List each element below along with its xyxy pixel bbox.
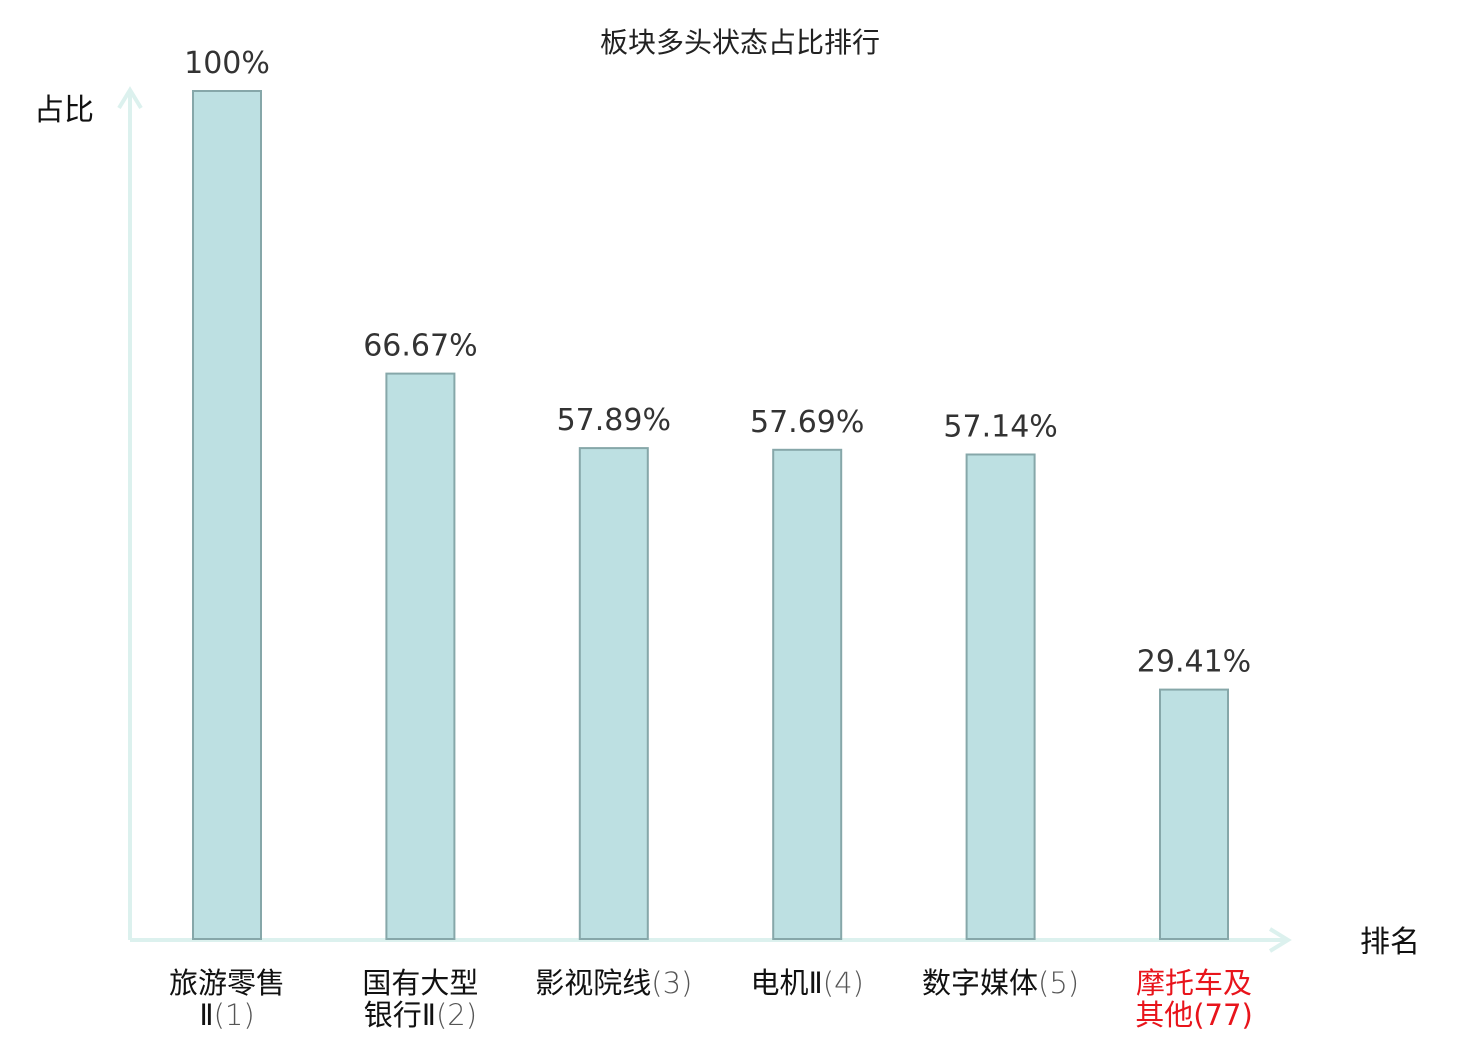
category-tick-label: 摩托车及其他(77) [1135, 966, 1253, 1032]
bar [1159, 688, 1229, 940]
category-rank: (4) [823, 966, 864, 1000]
category-rank: (77) [1193, 998, 1253, 1032]
category-tick-label: 电机Ⅱ(4) [751, 966, 864, 1000]
category-label-line: 数字媒体(5) [922, 966, 1079, 1000]
category-rank: (1) [214, 998, 255, 1032]
x-axis-label: 排名 [1360, 925, 1420, 960]
bars-group [192, 90, 1229, 941]
category-tick-label: 国有大型银行Ⅱ(2) [362, 966, 478, 1032]
bar [772, 448, 843, 940]
chart-title: 板块多头状态占比排行 [600, 26, 880, 59]
bar [385, 372, 456, 941]
category-label-line: 旅游零售 [169, 966, 285, 1000]
category-label-line: 其他(77) [1135, 998, 1253, 1032]
category-tick-label: 旅游零售 Ⅱ(1) [169, 966, 285, 1032]
bar-value-label: 100% [184, 46, 270, 81]
bar-value-label: 57.14% [943, 410, 1057, 445]
bar [578, 447, 649, 940]
bar-value-label: 57.89% [557, 403, 671, 438]
bar-value-label: 29.41% [1137, 645, 1251, 680]
y-axis-arrow [117, 86, 143, 110]
y-axis-label: 占比 [34, 93, 94, 128]
x-axis-arrow [1268, 927, 1292, 953]
category-tick-label: 数字媒体(5) [922, 966, 1079, 1000]
category-rank: (3) [651, 966, 692, 1000]
category-rank: (2) [436, 998, 477, 1032]
category-label-line: 影视院线(3) [535, 966, 692, 1000]
bar-value-label: 66.67% [363, 329, 477, 364]
category-rank: (5) [1038, 966, 1079, 1000]
category-label-line: 摩托车及 [1136, 966, 1252, 1000]
category-label-line: 国有大型 [362, 966, 478, 1000]
bar [965, 453, 1036, 940]
category-label-line: 银行Ⅱ(2) [364, 998, 477, 1032]
category-labels-group: 旅游零售 Ⅱ(1) 国有大型银行Ⅱ(2) 影视院线(3) 电机Ⅱ(4) 数字媒体(5) 摩托… [169, 966, 1253, 1032]
category-tick-label: 影视院线(3) [535, 966, 692, 1000]
category-label-line: Ⅱ(1) [199, 998, 254, 1032]
category-label-line: 电机Ⅱ(4) [751, 966, 864, 1000]
bar [192, 90, 262, 940]
value-labels-group: 100% 66.67% 57.89% 57.69% 57.14% 29.41% [184, 46, 1251, 680]
bar-value-label: 57.69% [750, 405, 864, 440]
